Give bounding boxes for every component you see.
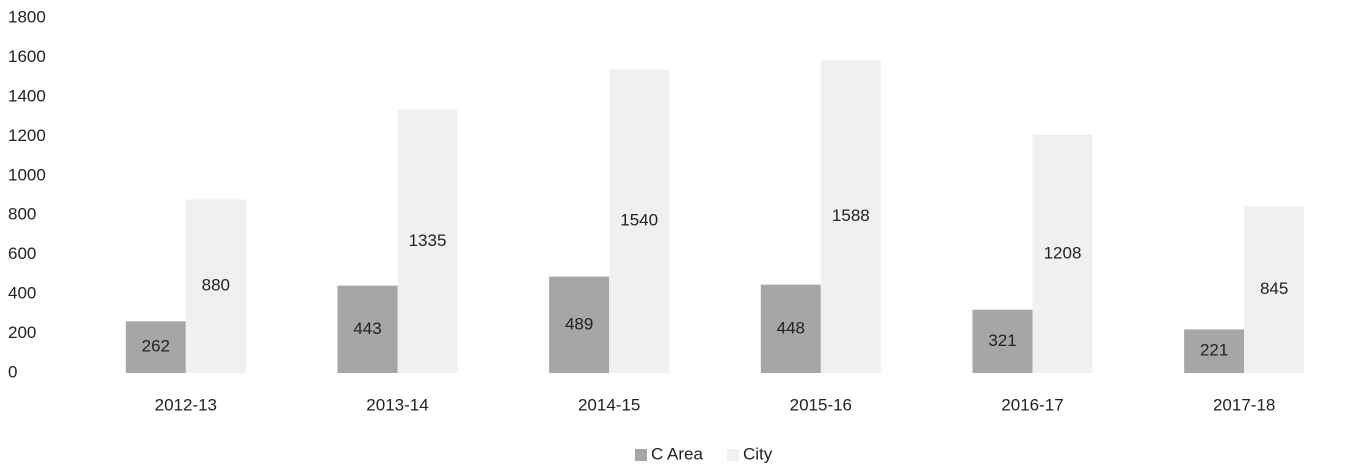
legend-swatch [726, 449, 739, 461]
data-label: 1208 [1044, 243, 1082, 262]
bar [397, 109, 458, 373]
legend-label: C Area [651, 444, 704, 463]
y-tick-label: 1600 [8, 47, 46, 66]
y-tick-label: 1000 [8, 165, 46, 184]
data-label: 448 [777, 318, 805, 337]
data-label: 845 [1260, 279, 1288, 298]
y-tick-label: 800 [8, 205, 36, 224]
bar [337, 285, 398, 373]
bar [1184, 329, 1245, 373]
data-label: 489 [565, 314, 593, 333]
x-tick-label: 2015-16 [790, 395, 852, 414]
x-tick-label: 2014-15 [578, 395, 640, 414]
data-label: 1335 [409, 231, 447, 250]
x-tick-label: 2012-13 [155, 395, 217, 414]
bar [820, 59, 881, 374]
data-label: 1540 [620, 211, 658, 230]
legend-swatch [635, 449, 647, 461]
x-tick-label: 2013-14 [366, 395, 428, 414]
y-tick-label: 1200 [8, 126, 46, 145]
bar [549, 276, 610, 373]
y-tick-label: 1400 [8, 86, 46, 105]
y-tick-label: 1800 [8, 7, 46, 26]
bar [125, 321, 186, 373]
x-tick-label: 2017-18 [1213, 395, 1275, 414]
bar [1032, 134, 1093, 373]
x-tick-label: 2016-17 [1001, 395, 1063, 414]
bar [760, 284, 821, 373]
bar [185, 199, 246, 373]
data-label: 1588 [832, 206, 870, 225]
y-tick-label: 400 [8, 284, 36, 303]
y-tick-label: 0 [8, 362, 17, 381]
bar [609, 69, 670, 374]
bar [1244, 206, 1305, 373]
data-label: 221 [1200, 341, 1228, 360]
y-tick-label: 600 [8, 244, 36, 263]
bar [972, 309, 1033, 373]
legend-label: City [743, 444, 773, 463]
data-label: 321 [988, 331, 1016, 350]
data-label: 262 [142, 337, 170, 356]
data-label: 443 [353, 319, 381, 338]
data-label: 880 [202, 276, 230, 295]
y-tick-label: 200 [8, 323, 36, 342]
